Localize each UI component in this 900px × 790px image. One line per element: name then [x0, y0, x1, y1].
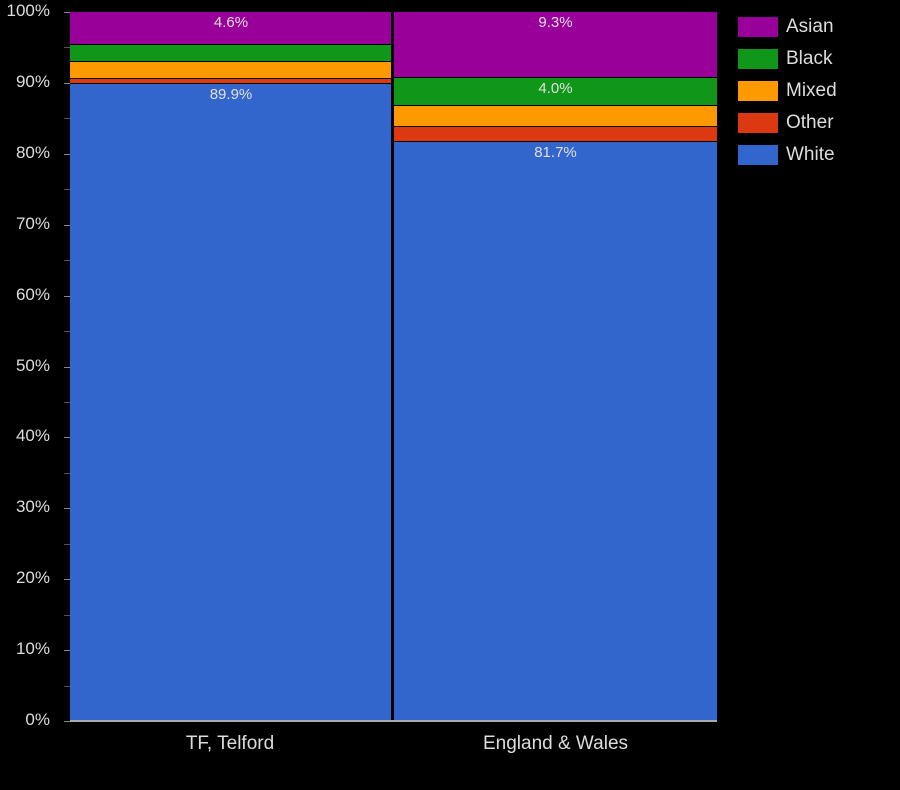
- legend-swatch: [738, 145, 778, 165]
- y-tick-label: 0%: [25, 710, 50, 729]
- legend-swatch: [738, 113, 778, 133]
- y-tick-label: 10%: [15, 639, 50, 659]
- segment-asian[interactable]: 4.6%: [70, 12, 392, 45]
- legend-label: White: [786, 144, 835, 165]
- legend-item-asian[interactable]: Asian: [738, 11, 837, 43]
- segment-white[interactable]: 81.7%: [394, 141, 717, 721]
- y-tick-label: 70%: [15, 213, 50, 233]
- legend-label: Asian: [786, 16, 834, 37]
- legend-item-black[interactable]: Black: [738, 43, 837, 75]
- segment-black[interactable]: 4.0%: [394, 77, 717, 107]
- segment-mixed[interactable]: [70, 61, 392, 79]
- legend-label: Other: [786, 112, 834, 133]
- legend-label: Mixed: [786, 80, 837, 101]
- data-label: 4.6%: [213, 14, 249, 31]
- y-tick-label: 50%: [15, 355, 50, 375]
- plot-area: 4.6% 89.9% 9.3% 4.0% 81.7%: [64, 12, 717, 722]
- y-tick-label: 30%: [15, 497, 50, 517]
- y-tick-label: 80%: [15, 142, 50, 162]
- segment-asian[interactable]: 9.3%: [394, 12, 717, 78]
- y-tick-label: 60%: [15, 284, 50, 304]
- data-label: 9.3%: [538, 14, 573, 31]
- segment-other[interactable]: [394, 126, 717, 142]
- legend-swatch: [738, 17, 778, 37]
- segment-mixed[interactable]: [394, 106, 717, 127]
- x-label-telford: TF, Telford: [185, 733, 275, 754]
- legend-swatch: [738, 81, 778, 101]
- data-label: 89.9%: [209, 85, 253, 103]
- segment-black[interactable]: [70, 44, 392, 62]
- legend-item-white[interactable]: White: [738, 139, 837, 171]
- legend: Asian Black Mixed Other White: [738, 11, 837, 171]
- segment-white[interactable]: 89.9%: [70, 83, 392, 721]
- y-tick-label: 100%: [6, 1, 50, 20]
- x-axis-baseline: [70, 720, 717, 722]
- y-tick-label: 40%: [15, 426, 50, 446]
- legend-item-mixed[interactable]: Mixed: [738, 75, 837, 107]
- legend-item-other[interactable]: Other: [738, 107, 837, 139]
- legend-swatch: [738, 49, 778, 69]
- bar-tf-telford[interactable]: 4.6% 89.9%: [70, 12, 392, 721]
- data-label: 81.7%: [534, 143, 577, 161]
- segment-other[interactable]: [70, 78, 392, 84]
- bar-england-wales[interactable]: 9.3% 4.0% 81.7%: [394, 12, 717, 721]
- legend-label: Black: [786, 48, 833, 69]
- y-tick-label: 90%: [15, 71, 50, 91]
- y-tick-label: 20%: [15, 568, 50, 588]
- x-label-england-wales: England & Wales: [482, 733, 629, 754]
- data-label: 4.0%: [538, 79, 573, 97]
- bar-divider: [391, 12, 394, 721]
